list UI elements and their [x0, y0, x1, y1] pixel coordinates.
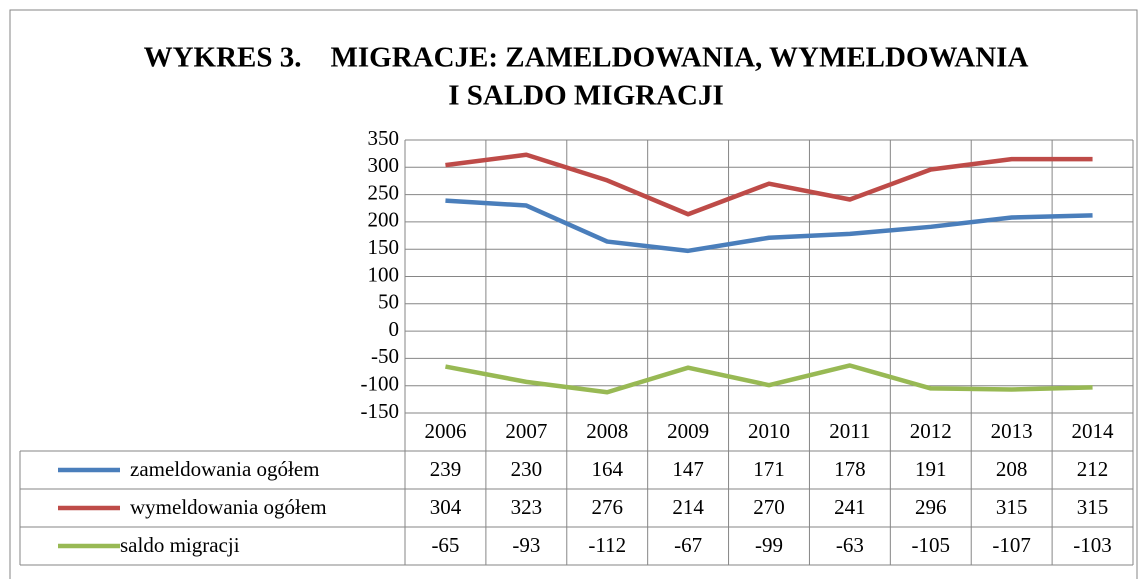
table-value: -65: [431, 533, 459, 557]
table-value: 276: [591, 495, 623, 519]
x-tick-label: 2009: [667, 419, 709, 443]
table-value: 296: [915, 495, 947, 519]
y-tick-label: 250: [368, 180, 400, 204]
table-value: -112: [588, 533, 626, 557]
table-value: -103: [1073, 533, 1112, 557]
legend-label: wymeldowania ogółem: [130, 495, 327, 519]
chart-border: [9, 9, 1138, 584]
x-tick-label: 2008: [586, 419, 628, 443]
table-value: 171: [753, 457, 785, 481]
table-value: 304: [430, 495, 462, 519]
table-value: 239: [430, 457, 462, 481]
chart-title: I SALDO MIGRACJI: [448, 80, 724, 112]
table-value: 315: [996, 495, 1028, 519]
y-tick-label: 350: [368, 126, 400, 150]
legend-label: zameldowania ogółem: [130, 457, 320, 481]
table-value: 214: [672, 495, 704, 519]
x-tick-label: 2013: [991, 419, 1033, 443]
table-value: 191: [915, 457, 947, 481]
legend-label: saldo migracji: [120, 533, 240, 557]
table-value: 178: [834, 457, 866, 481]
table-value: -105: [912, 533, 951, 557]
series-line: [445, 198, 1093, 254]
x-tick-label: 2010: [748, 419, 790, 443]
table-value: -107: [992, 533, 1031, 557]
table-value: -67: [674, 533, 702, 557]
series-line: [445, 363, 1093, 395]
x-tick-label: 2012: [910, 419, 952, 443]
y-tick-label: 150: [368, 235, 400, 259]
y-tick-label: -100: [361, 372, 400, 396]
y-tick-label: -150: [361, 399, 400, 423]
table-value: 323: [511, 495, 543, 519]
table-value: 315: [1077, 495, 1109, 519]
table-value: 147: [672, 457, 704, 481]
table-value: 270: [753, 495, 785, 519]
x-tick-label: 2006: [424, 419, 466, 443]
table-value: 164: [591, 457, 623, 481]
table-value: 212: [1077, 457, 1109, 481]
table-value: -63: [836, 533, 864, 557]
table-value: 241: [834, 495, 866, 519]
table-value: -99: [755, 533, 783, 557]
y-tick-label: 100: [368, 262, 400, 286]
y-tick-label: -50: [371, 344, 399, 368]
x-tick-label: 2011: [829, 419, 870, 443]
series-line: [445, 152, 1093, 217]
x-tick-label: 2007: [505, 419, 547, 443]
y-tick-label: 50: [378, 290, 399, 314]
table-value: -93: [512, 533, 540, 557]
y-tick-label: 0: [389, 317, 400, 341]
table-value: 230: [511, 457, 543, 481]
y-tick-label: 300: [368, 153, 400, 177]
chart-title: WYKRES 3. MIGRACJE: ZAMELDOWANIA, WYMELD…: [144, 42, 1029, 74]
table-value: 208: [996, 457, 1028, 481]
y-tick-label: 200: [368, 208, 400, 232]
x-tick-label: 2014: [1072, 419, 1115, 443]
